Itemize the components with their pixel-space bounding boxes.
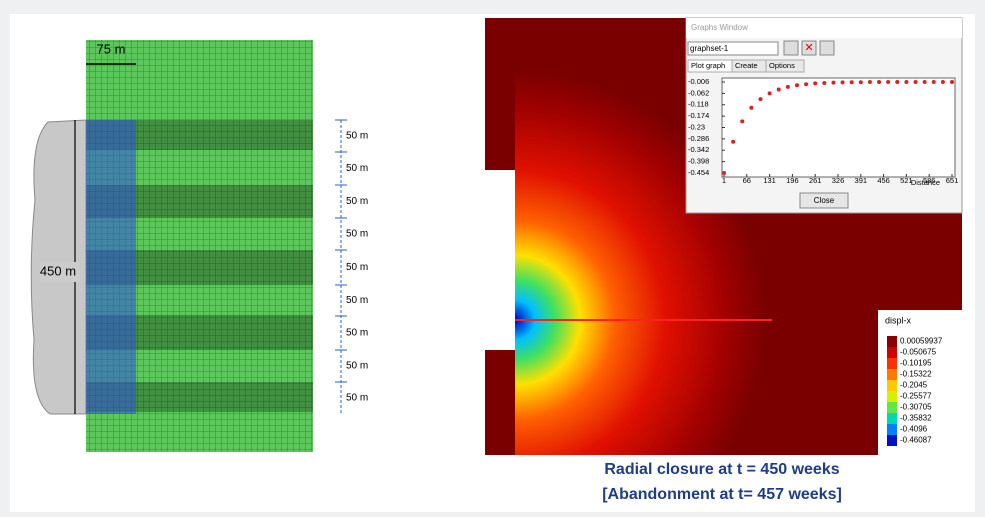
caption: [Abandonment at t= 457 weeks] [602, 486, 842, 503]
point [950, 80, 954, 84]
y-tick-label: -0.23 [688, 122, 705, 131]
y-tick-label: -0.398 [688, 157, 709, 166]
tab-label: Create [735, 61, 758, 70]
graphset: graphset-1 [690, 44, 729, 53]
point [914, 80, 918, 84]
color-swatch [887, 369, 897, 380]
point [877, 80, 881, 84]
point [758, 97, 762, 101]
point [850, 80, 854, 84]
point [895, 80, 899, 84]
point [722, 171, 726, 175]
point [795, 83, 799, 87]
legend-label: -0.050675 [900, 348, 937, 357]
x-tick-label: 326 [832, 176, 845, 185]
legend-label: -0.25577 [900, 392, 932, 401]
cavern-zone [86, 120, 136, 414]
segment-label: 50 m [346, 295, 368, 306]
figure: 75 m 450 m 50 m 50 m 50 m 50 m 50 m 50 m 50 m 5… [0, 0, 985, 517]
color-swatch [887, 424, 897, 435]
y-tick-label: -0.286 [688, 134, 709, 143]
point [886, 80, 890, 84]
segment-label: 50 m [346, 163, 368, 174]
point [731, 140, 735, 144]
y-tick-label: -0.342 [688, 145, 709, 154]
x-tick-label: 131 [763, 176, 776, 185]
button[interactable] [784, 41, 798, 55]
legend-label: -0.2045 [900, 381, 928, 390]
close-label: Close [814, 196, 835, 205]
point [868, 80, 872, 84]
point [941, 80, 945, 84]
tab-label: Options [769, 61, 795, 70]
y-tick-label: -0.062 [688, 88, 709, 97]
point [841, 80, 845, 84]
x-tick-label: 66 [743, 176, 751, 185]
legend-label: -0.15322 [900, 370, 932, 379]
point [932, 80, 936, 84]
x-tick-label: 1 [722, 176, 726, 185]
segment-label: 50 m [346, 262, 368, 273]
segment-label: 50 m [346, 131, 368, 142]
x-tick-label: 651 [946, 176, 959, 185]
point [822, 81, 826, 85]
segment-label: 50 m [346, 328, 368, 339]
point [740, 119, 744, 123]
point [786, 85, 790, 89]
color-swatch [887, 435, 897, 446]
color-swatch [887, 336, 897, 347]
tab-label: Plot graph [691, 61, 725, 70]
point [831, 81, 835, 85]
point [923, 80, 927, 84]
y-tick-label: -0.118 [688, 100, 709, 109]
y-tick-label: -0.174 [688, 111, 709, 120]
legend-label: -0.46087 [900, 436, 932, 445]
height-label: 450 m [40, 263, 76, 278]
point [768, 91, 772, 95]
point [777, 88, 781, 92]
legend-label: -0.10195 [900, 359, 932, 368]
point [749, 106, 753, 110]
segment-label: 50 m [346, 229, 368, 240]
x-tick-label: 261 [809, 176, 822, 185]
delete-icon: ✕ [804, 42, 813, 54]
color-swatch [887, 358, 897, 369]
point [813, 81, 817, 85]
color-swatch [887, 402, 897, 413]
x-axis-label: Distance [911, 178, 940, 187]
segment-label: 50 m [346, 196, 368, 207]
y-tick-label: -0.454 [688, 168, 709, 177]
y-tick-label: -0.006 [688, 77, 709, 86]
width-label: 75 m [97, 41, 126, 56]
legend-label: -0.35832 [900, 414, 932, 423]
segment-label: 50 m [346, 393, 368, 404]
point [804, 82, 808, 86]
cavern-cut [485, 170, 515, 350]
color-swatch [887, 413, 897, 424]
segment-label: 50 m [346, 361, 368, 372]
x-tick-label: 456 [877, 176, 890, 185]
x-tick-label: 196 [786, 176, 799, 185]
plot-area [722, 78, 955, 177]
legend-label: -0.30705 [900, 403, 932, 412]
point [859, 80, 863, 84]
button[interactable] [820, 41, 834, 55]
color-swatch [887, 391, 897, 402]
legend-label: -0.4096 [900, 425, 928, 434]
x-tick-label: 391 [855, 176, 868, 185]
legend-title: displ-x [885, 315, 912, 325]
point [904, 80, 908, 84]
color-swatch [887, 347, 897, 358]
caption: Radial closure at t = 450 weeks [604, 461, 839, 478]
legend-label: 0.00059937 [900, 337, 943, 346]
window-title: Graphs Window [691, 23, 748, 32]
color-swatch [887, 380, 897, 391]
